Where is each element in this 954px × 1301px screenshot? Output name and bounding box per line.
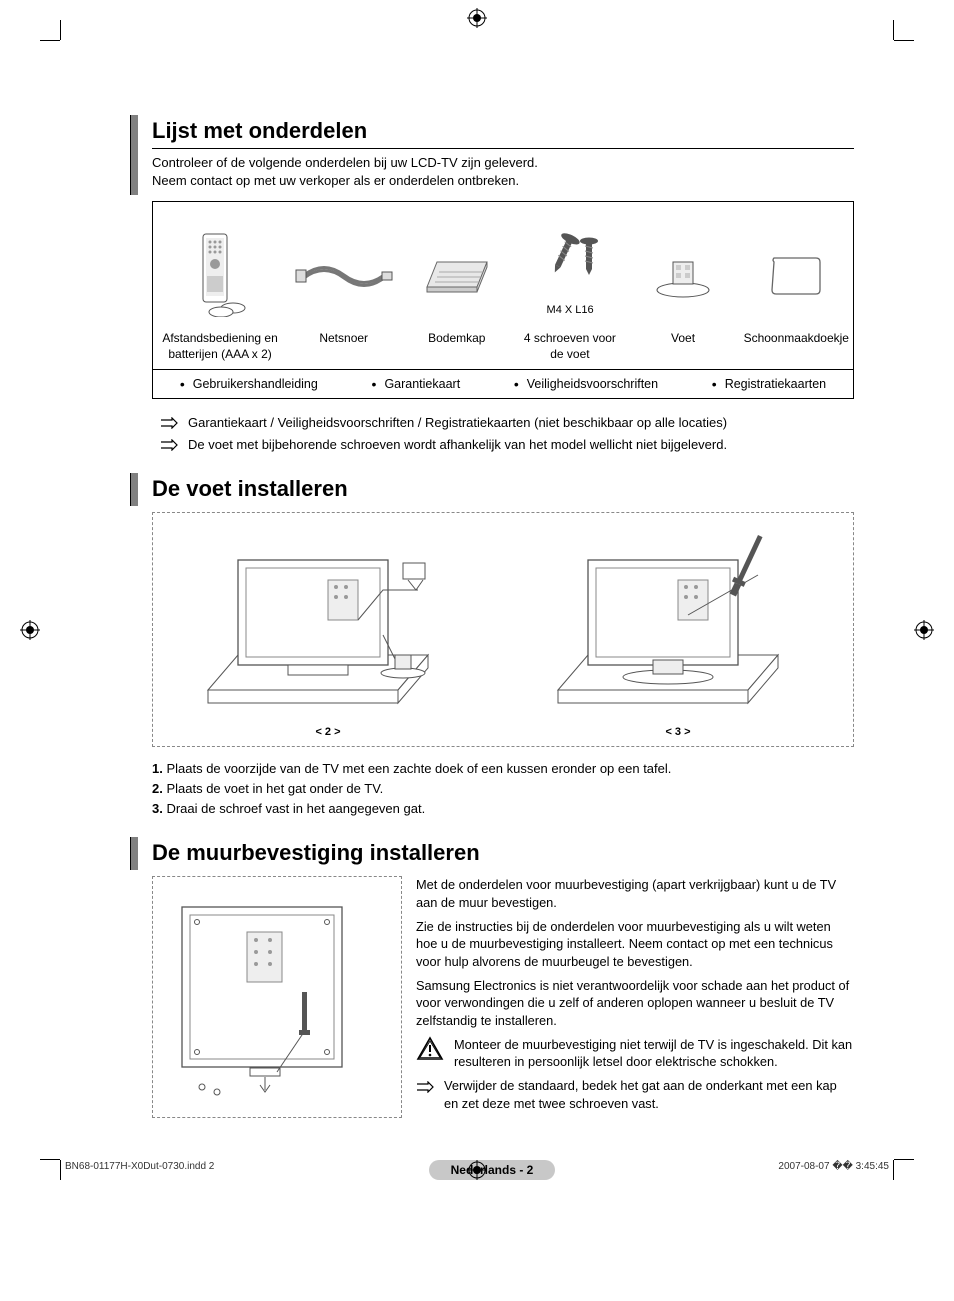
note-arrow-icon	[160, 415, 178, 435]
doc-item: Gebruikershandleiding	[170, 374, 328, 394]
part-name: Netsnoer	[287, 325, 400, 368]
heading-bar-icon	[130, 473, 138, 506]
parts-table: M4 X L16	[152, 201, 854, 398]
part-name: Bodemkap	[400, 325, 513, 368]
parts-images-row: M4 X L16	[153, 202, 853, 325]
remote-icon	[157, 232, 283, 317]
crop-marks	[60, 1160, 61, 1180]
registration-mark-icon	[914, 620, 934, 640]
part-name: Voet	[626, 325, 739, 368]
print-timestamp: 2007-08-07 �� 3:45:45	[778, 1161, 889, 1172]
page: Lijst met onderdelen Controleer of de vo…	[0, 0, 954, 1200]
note-text: De voet met bijbehorende schroeven wordt…	[188, 435, 727, 455]
documents-row: Gebruikershandleiding Garantiekaart Veil…	[153, 370, 853, 398]
power-cord-icon	[291, 232, 396, 317]
step-3: 3. Draai de schroef vast in het aangegev…	[152, 799, 854, 819]
cloth-icon	[744, 232, 849, 317]
section-heading-parts: Lijst met onderdelen Controleer of de vo…	[130, 115, 854, 195]
section-title: De voet installeren	[152, 473, 854, 506]
doc-item: Veiligheidsvoorschriften	[504, 374, 668, 394]
crop-marks	[40, 40, 60, 41]
crop-marks	[60, 20, 894, 40]
screw-size-label: M4 X L16	[518, 303, 623, 317]
warning-text: Monteer de muurbevestiging niet terwijl …	[454, 1036, 854, 1071]
content: Lijst met onderdelen Controleer of de vo…	[65, 115, 889, 1180]
registration-mark-icon	[20, 620, 40, 640]
figure-step-3: < 3 >	[548, 525, 808, 738]
wall-mount-text: Met de onderdelen voor muurbevestiging (…	[416, 876, 854, 1118]
paragraph: Zie de instructies bij de onderdelen voo…	[416, 918, 854, 971]
doc-item: Garantiekaart	[362, 374, 471, 394]
note-block: Verwijder de standaard, bedek het gat aa…	[416, 1077, 854, 1112]
paragraph: Samsung Electronics is niet verantwoorde…	[416, 977, 854, 1030]
section-title: Lijst met onderdelen	[152, 115, 854, 149]
crop-marks	[40, 1159, 60, 1160]
section-heading-wall: De muurbevestiging installeren	[130, 837, 854, 870]
warning-icon	[416, 1036, 444, 1067]
print-footer: BN68-01177H-X0Dut-0730.indd 2 2007-08-07…	[65, 1161, 889, 1172]
parts-names-row: Afstandsbediening en batterijen (AAA x 2…	[153, 325, 853, 369]
figure-label: < 2 >	[198, 726, 458, 738]
wall-mount-figure	[152, 876, 402, 1118]
wall-mount-section: Met de onderdelen voor muurbevestiging (…	[152, 876, 854, 1118]
part-name: 4 schroeven voor de voet	[513, 325, 626, 368]
section1-notes: Garantiekaart / Veiligheidsvoorschriften…	[160, 413, 854, 457]
crop-marks	[894, 40, 914, 41]
part-name: Afstandsbediening en batterijen (AAA x 2…	[153, 325, 287, 368]
section-title: De muurbevestiging installeren	[152, 837, 854, 870]
crop-marks	[894, 1159, 914, 1160]
heading-bar-icon	[130, 115, 138, 195]
screws-icon	[518, 214, 623, 299]
print-filename: BN68-01177H-X0Dut-0730.indd 2	[65, 1161, 214, 1172]
bottom-cover-icon	[404, 232, 509, 317]
note-text: Verwijder de standaard, bedek het gat aa…	[444, 1077, 854, 1112]
paragraph: Met de onderdelen voor muurbevestiging (…	[416, 876, 854, 911]
stand-icon	[631, 232, 736, 317]
doc-item: Registratiekaarten	[702, 374, 836, 394]
crop-marks	[893, 1160, 894, 1180]
heading-bar-icon	[130, 837, 138, 870]
figure-label: < 3 >	[548, 726, 808, 738]
part-name: Schoonmaakdoekje	[740, 325, 853, 368]
section-heading-stand: De voet installeren	[130, 473, 854, 506]
step-2: 2. Plaats de voet in het gat onder de TV…	[152, 779, 854, 799]
section-intro: Controleer of de volgende onderdelen bij…	[152, 149, 854, 195]
stand-install-figure: < 2 >	[152, 512, 854, 747]
step-1: 1. Plaats de voorzijde van de TV met een…	[152, 759, 854, 779]
note-arrow-icon	[160, 437, 178, 457]
warning-block: Monteer de muurbevestiging niet terwijl …	[416, 1036, 854, 1071]
note-text: Garantiekaart / Veiligheidsvoorschriften…	[188, 413, 727, 433]
figure-step-2: < 2 >	[198, 525, 458, 738]
install-steps: 1. Plaats de voorzijde van de TV met een…	[152, 759, 854, 819]
note-arrow-icon	[416, 1080, 434, 1098]
